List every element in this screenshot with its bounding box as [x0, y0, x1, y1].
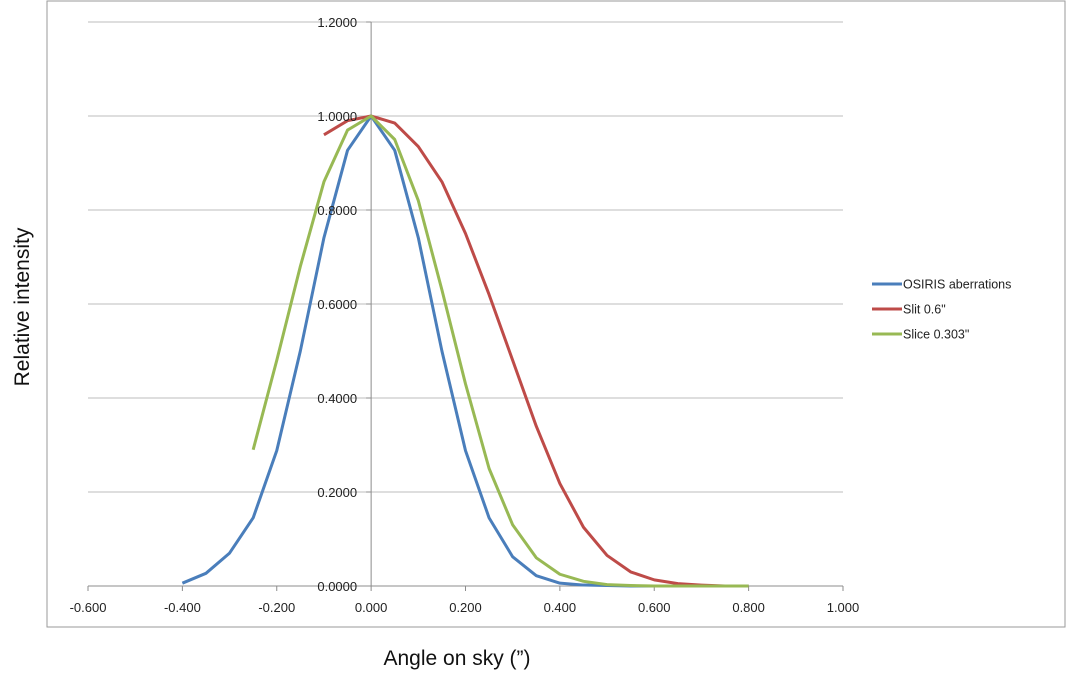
y-tick-label: 0.2000: [317, 485, 357, 500]
x-tick-label: 0.400: [544, 600, 577, 615]
gridlines: [88, 21, 843, 493]
legend-label: OSIRIS aberrations: [903, 278, 1011, 292]
y-tick-label: 0.8000: [317, 203, 357, 218]
x-tick-label: 0.200: [449, 600, 482, 615]
x-tick-label: -0.200: [258, 600, 295, 615]
legend: OSIRIS aberrations Slit 0.6" Slice 0.303": [872, 278, 1011, 342]
legend-label: Slice 0.303": [903, 328, 969, 342]
x-tick-label: -0.400: [164, 600, 201, 615]
x-tick-label: 0.000: [355, 600, 388, 615]
chart-frame: [46, 0, 1066, 628]
x-tick-label: -0.600: [70, 600, 107, 615]
legend-label: Slit 0.6": [903, 303, 946, 317]
y-tick-label: 0.0000: [317, 579, 357, 594]
series-line-1: [323, 114, 749, 588]
x-tick-label: 0.800: [732, 600, 765, 615]
x-tick-label: 1.000: [827, 600, 860, 615]
y-tick-label: 0.4000: [317, 391, 357, 406]
x-tick-label: 0.600: [638, 600, 671, 615]
tick-labels: -0.600 -0.400 -0.200 0.000 0.200 0.400 0.600 0.…: [70, 15, 860, 615]
y-tick-label: 1.2000: [317, 15, 357, 30]
series-group: [181, 114, 749, 588]
series-line-2: [251, 114, 749, 588]
y-tick-label: 1.0000: [317, 109, 357, 124]
x-axis-title: Angle on sky (”): [383, 647, 530, 670]
y-axis-title: Relative intensity: [11, 227, 34, 386]
y-tick-label: 0.6000: [317, 297, 357, 312]
